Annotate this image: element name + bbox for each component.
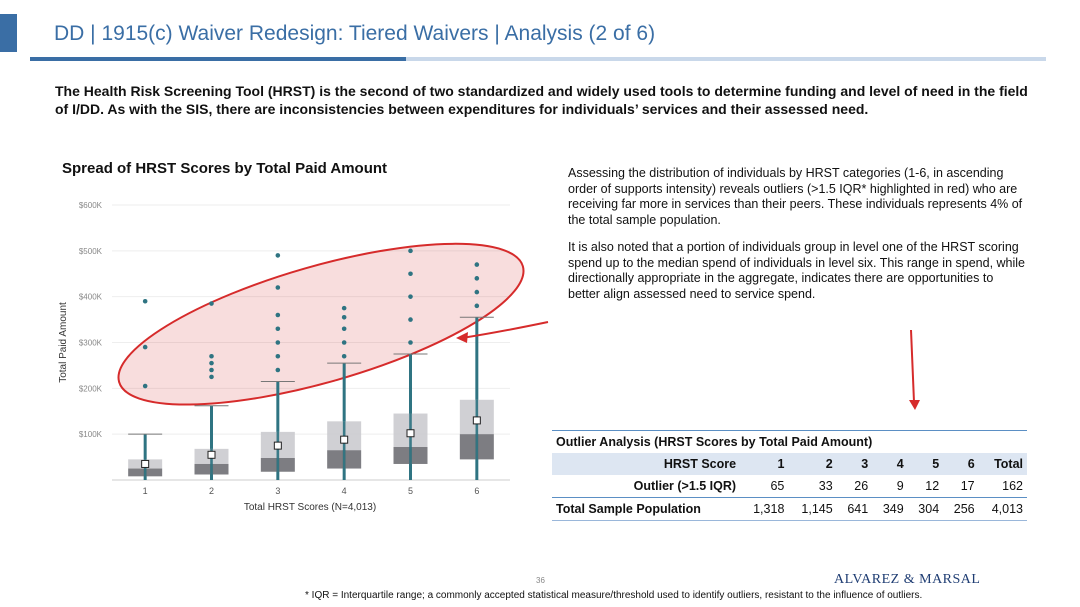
table-cell: 641 — [836, 497, 873, 521]
table-cell: 256 — [943, 497, 979, 521]
table-cell: 65 — [740, 475, 789, 498]
outlier-point — [341, 305, 347, 311]
x-tick-label: 6 — [474, 486, 479, 496]
y-tick-label: $400K — [79, 293, 103, 302]
left-arrow-head — [456, 332, 468, 343]
commentary-paragraph-1: Assessing the distribution of individual… — [568, 166, 1023, 227]
outlier-point — [209, 374, 214, 380]
commentary-paragraph-2: It is also noted that a portion of indiv… — [568, 240, 1025, 301]
outlier-point — [275, 326, 281, 332]
y-tick-label: $100K — [79, 430, 103, 439]
x-tick-label: 2 — [209, 486, 214, 496]
outlier-point — [341, 314, 347, 320]
table-header-cell: 3 — [836, 453, 873, 475]
y-tick-label: $300K — [79, 339, 103, 348]
outlier-point — [142, 344, 148, 350]
mean-marker — [406, 429, 415, 438]
y-tick-label: $600K — [79, 201, 103, 210]
chart-title: Spread of HRST Scores by Total Paid Amou… — [62, 160, 388, 177]
table-row: Total Sample Population 1,318 1,145 641 … — [552, 497, 1027, 521]
table-header-cell: 5 — [907, 453, 944, 475]
footnote: * IQR = Interquartile range; a commonly … — [305, 590, 923, 601]
outlier-highlight-ellipse — [117, 242, 525, 406]
commentary: Assessing the distribution of individual… — [568, 166, 1028, 314]
outlier-point — [474, 262, 480, 267]
left-arrow-line — [461, 321, 549, 339]
outlier-point — [408, 248, 413, 254]
table-cell: 4,013 — [978, 497, 1027, 521]
outlier-point — [474, 276, 480, 281]
table-cell: 12 — [907, 475, 944, 498]
mean-marker — [141, 459, 150, 468]
outlier-point — [275, 353, 281, 359]
table-row: Outlier (>1.5 IQR) 65 33 26 9 12 17 162 — [552, 475, 1027, 498]
table-header-cell: 6 — [943, 453, 979, 475]
table-cell: 162 — [978, 475, 1027, 498]
table-cell: 17 — [943, 475, 979, 498]
outlier-data-table: HRST Score 1 2 3 4 5 6 Total Outlier (>1… — [552, 453, 1027, 521]
title-divider — [30, 57, 1046, 61]
red-arrows — [456, 321, 920, 410]
box-plot-chart: $100K $200K $300K $400K $500K $600K Total Paid… — [58, 201, 525, 513]
outlier-point — [408, 294, 413, 299]
page-number: 36 — [536, 576, 545, 585]
table-cell: 33 — [788, 475, 837, 498]
table-title: Outlier Analysis (HRST Scores by Total P… — [552, 430, 1027, 453]
table-header-cell: HRST Score — [552, 453, 741, 475]
outlier-point — [275, 367, 281, 373]
table-cell: 1,145 — [788, 497, 837, 521]
x-tick-label: 4 — [342, 486, 347, 496]
accent-bar — [0, 14, 17, 52]
outlier-point — [275, 312, 281, 318]
outlier-point — [341, 353, 347, 359]
outlier-point — [408, 271, 413, 277]
outlier-point — [209, 367, 214, 373]
table-header-cell: 2 — [788, 453, 837, 475]
outlier-point — [142, 383, 148, 389]
outlier-point — [142, 298, 148, 304]
table-cell: 304 — [907, 497, 944, 521]
table-header-row: HRST Score 1 2 3 4 5 6 Total — [552, 453, 1027, 475]
outlier-point — [408, 340, 413, 345]
outlier-point — [209, 301, 214, 306]
table-header-cell: 4 — [872, 453, 908, 475]
company-logo: ALVAREZ & MARSAL — [834, 572, 981, 587]
outlier-point — [408, 317, 413, 322]
table-cell: 9 — [872, 475, 908, 498]
table-cell: 26 — [836, 475, 873, 498]
x-axis-label: Total HRST Scores (N=4,013) — [244, 502, 376, 513]
outlier-point — [474, 289, 480, 295]
page-title: DD | 1915(c) Waiver Redesign: Tiered Wai… — [54, 22, 656, 45]
table-header-cell: Total — [978, 453, 1027, 475]
x-tick-label: 1 — [143, 486, 148, 496]
down-arrow-head — [909, 400, 920, 410]
y-axis-label: Total Paid Amount — [58, 302, 69, 383]
title-divider-accent — [30, 57, 406, 61]
table-cell: Total Sample Population — [552, 497, 741, 521]
x-tick-label: 3 — [275, 486, 280, 496]
intro-text: The Health Risk Screening Tool (HRST) is… — [55, 83, 1028, 117]
down-arrow-line — [910, 329, 915, 403]
y-tick-label: $200K — [79, 384, 103, 393]
outlier-point — [341, 340, 347, 345]
outlier-point — [275, 285, 281, 290]
mean-marker — [273, 441, 282, 450]
table-cell: Outlier (>1.5 IQR) — [552, 475, 741, 498]
x-tick-label: 5 — [408, 486, 413, 496]
mean-marker — [472, 416, 481, 425]
table-header-cell: 1 — [740, 453, 789, 475]
y-tick-label: $500K — [79, 247, 103, 256]
outlier-point — [275, 340, 281, 345]
outlier-table: Outlier Analysis (HRST Scores by Total P… — [552, 430, 1027, 521]
table-cell: 1,318 — [740, 497, 789, 521]
outlier-point — [209, 353, 214, 359]
table-cell: 349 — [872, 497, 908, 521]
outlier-point — [275, 253, 281, 258]
mean-marker — [207, 450, 216, 459]
mean-marker — [340, 435, 349, 444]
outlier-point — [341, 326, 347, 332]
outlier-point — [209, 360, 214, 366]
outlier-point — [474, 303, 480, 309]
